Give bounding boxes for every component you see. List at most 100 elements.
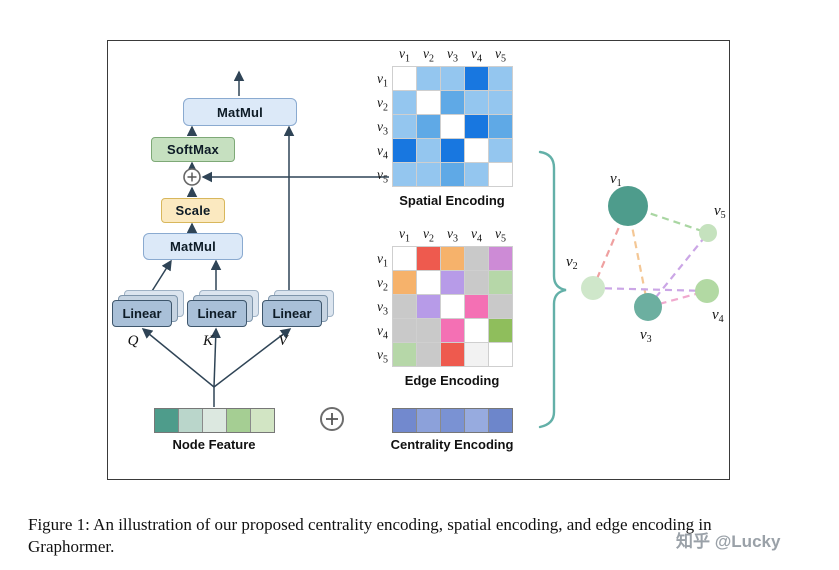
col-label: v3 [447, 226, 458, 245]
col-label: v2 [423, 226, 434, 245]
spatial-encoding-matrix [392, 66, 513, 187]
edge-cell [465, 319, 488, 342]
node-feature-cell [179, 409, 202, 432]
watermark: 知乎 @Lucky [676, 532, 781, 551]
centrality-encoding-label: Centrality Encoding [390, 437, 514, 452]
edge-row-labels: v1 v2 v3 v4 v5 [368, 247, 388, 366]
scale-box: Scale [161, 198, 225, 223]
node-feature-label: Node Feature [172, 437, 256, 452]
linear-stack-k: Linear [187, 290, 259, 327]
k-label: K [202, 333, 213, 349]
row-label: v2 [377, 95, 388, 114]
spatial-cell [465, 91, 488, 114]
linear-box-q: Linear [112, 300, 172, 327]
edge-cell [417, 271, 440, 294]
linear-box-v: Linear [262, 300, 322, 327]
edge-cell [441, 343, 464, 366]
col-label: v2 [423, 46, 434, 65]
row-label: v5 [377, 347, 388, 366]
edge-cell [417, 295, 440, 318]
spatial-cell [417, 163, 440, 186]
col-label: v5 [495, 46, 506, 65]
edge-cell [465, 271, 488, 294]
row-label: v4 [377, 323, 388, 342]
spatial-cell [465, 139, 488, 162]
edge-col-labels: v1 v2 v3 v4 v5 [393, 226, 512, 245]
spatial-cell [465, 67, 488, 90]
edge-cell [417, 319, 440, 342]
row-label: v1 [377, 251, 388, 270]
col-label: v3 [447, 46, 458, 65]
node-feature-strip [154, 408, 275, 433]
edge-cell [489, 295, 512, 318]
edge-cell [489, 271, 512, 294]
spatial-cell [417, 67, 440, 90]
edge-cell [417, 247, 440, 270]
spatial-cell [489, 115, 512, 138]
row-label: v2 [377, 275, 388, 294]
centrality-cell [441, 409, 464, 432]
spatial-cell [441, 91, 464, 114]
linear-stack-v: Linear [262, 290, 334, 327]
row-label: v5 [377, 167, 388, 186]
centrality-encoding-strip [392, 408, 513, 433]
edge-cell [393, 247, 416, 270]
edge-cell [393, 319, 416, 342]
spatial-cell [465, 115, 488, 138]
node-feature-cell [227, 409, 250, 432]
row-label: v3 [377, 119, 388, 138]
edge-cell [393, 295, 416, 318]
row-label: v3 [377, 299, 388, 318]
linear-box-k: Linear [187, 300, 247, 327]
edge-cell [441, 295, 464, 318]
v-label: V [278, 333, 288, 349]
edge-cell [441, 319, 464, 342]
spatial-cell [417, 91, 440, 114]
edge-encoding-matrix [392, 246, 513, 367]
node-feature-cell [251, 409, 274, 432]
linear-stack-q: Linear [112, 290, 184, 327]
spatial-cell [441, 115, 464, 138]
edge-cell [393, 271, 416, 294]
spatial-cell [489, 91, 512, 114]
col-label: v4 [471, 226, 482, 245]
edge-cell [441, 247, 464, 270]
col-label: v4 [471, 46, 482, 65]
spatial-cell [393, 67, 416, 90]
centrality-cell [393, 409, 416, 432]
spatial-cell [441, 139, 464, 162]
spatial-cell [393, 163, 416, 186]
q-label: Q [127, 333, 139, 349]
spatial-cell [465, 163, 488, 186]
edge-cell [441, 271, 464, 294]
matmul-bottom-box: MatMul [143, 233, 243, 260]
edge-cell [489, 343, 512, 366]
figure-caption: Figure 1: An illustration of our propose… [28, 515, 712, 557]
spatial-cell [489, 67, 512, 90]
matmul-top-box: MatMul [183, 98, 297, 126]
spatial-cell [393, 91, 416, 114]
spatial-row-labels: v1 v2 v3 v4 v5 [368, 67, 388, 186]
spatial-cell [417, 139, 440, 162]
col-label: v5 [495, 226, 506, 245]
spatial-cell [441, 163, 464, 186]
spatial-cell [393, 115, 416, 138]
centrality-cell [489, 409, 512, 432]
edge-cell [489, 319, 512, 342]
edge-cell [465, 247, 488, 270]
spatial-col-labels: v1 v2 v3 v4 v5 [393, 46, 512, 65]
edge-encoding-label: Edge Encoding [404, 373, 500, 388]
edge-cell [417, 343, 440, 366]
edge-cell [489, 247, 512, 270]
edge-cell [393, 343, 416, 366]
spatial-cell [417, 115, 440, 138]
centrality-cell [417, 409, 440, 432]
spatial-cell [393, 139, 416, 162]
softmax-box: SoftMax [151, 137, 235, 162]
row-label: v1 [377, 71, 388, 90]
edge-cell [465, 295, 488, 318]
node-feature-cell [155, 409, 178, 432]
centrality-cell [465, 409, 488, 432]
col-label: v1 [399, 226, 410, 245]
